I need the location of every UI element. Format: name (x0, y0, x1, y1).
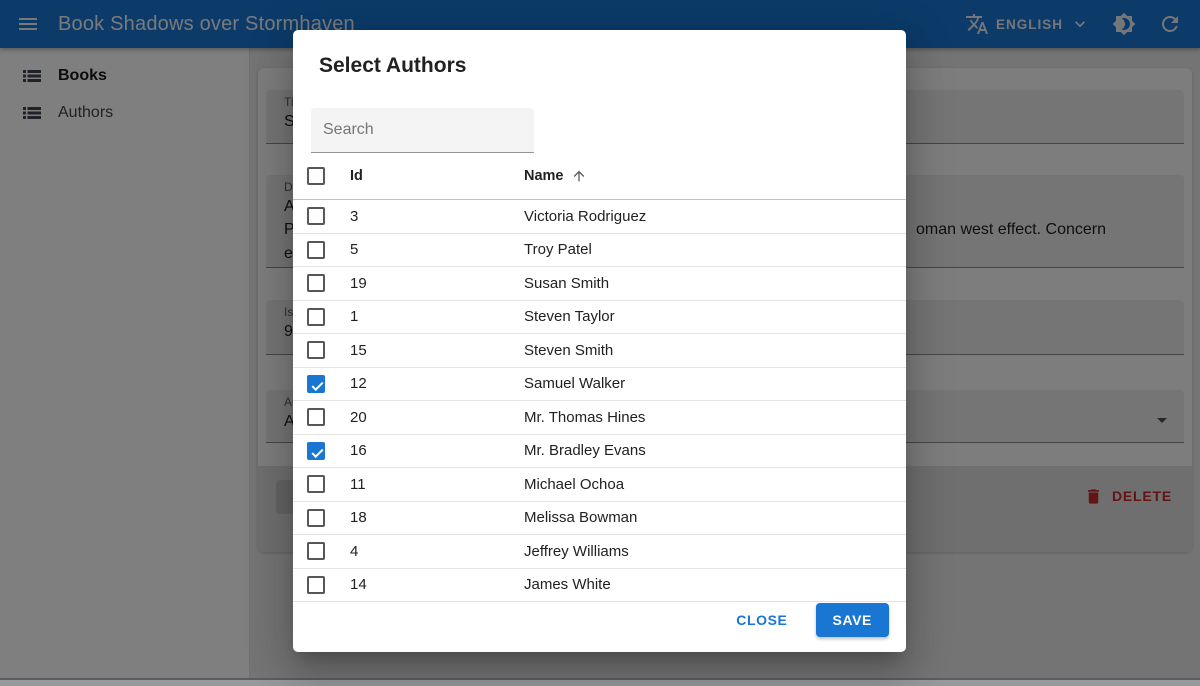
row-checkbox-cell (293, 408, 350, 427)
table-row[interactable]: 20 Mr. Thomas Hines (293, 401, 906, 435)
table-row[interactable]: 15 Steven Smith (293, 334, 906, 368)
row-name: Mr. Bradley Evans (524, 442, 646, 460)
dialog-footer: CLOSE SAVE (293, 602, 906, 652)
row-checkbox-cell (293, 207, 350, 226)
window-bottom-edge (0, 678, 1200, 686)
row-checkbox-cell (293, 240, 350, 259)
row-id: 3 (350, 207, 359, 225)
row-checkbox[interactable] (307, 207, 325, 226)
row-checkbox[interactable] (307, 307, 325, 326)
table-row[interactable]: 11 Michael Ochoa (293, 468, 906, 502)
row-checkbox[interactable] (307, 374, 325, 393)
row-id: 5 (350, 241, 359, 259)
row-id: 11 (350, 475, 366, 493)
table-header: Id Name (293, 153, 906, 200)
table-row[interactable]: 14 James White (293, 569, 906, 602)
row-checkbox-cell (293, 341, 350, 360)
row-name: Michael Ochoa (524, 475, 625, 493)
row-id: 1 (350, 308, 359, 326)
row-id: 20 (350, 408, 367, 426)
row-checkbox[interactable] (307, 274, 325, 293)
row-name: Steven Smith (524, 341, 614, 359)
row-checkbox[interactable] (307, 475, 325, 494)
row-checkbox[interactable] (307, 240, 325, 259)
row-checkbox-cell (293, 575, 350, 594)
row-id: 14 (350, 576, 367, 594)
row-checkbox-cell (293, 441, 350, 460)
row-checkbox[interactable] (307, 542, 325, 561)
dialog-title: Select Authors (319, 54, 467, 77)
row-id: 15 (350, 341, 367, 359)
search-input[interactable] (311, 108, 534, 153)
row-name: Susan Smith (524, 274, 610, 292)
row-checkbox-cell (293, 542, 350, 561)
row-checkbox-cell (293, 274, 350, 293)
row-name: James White (524, 576, 611, 594)
table-row[interactable]: 16 Mr. Bradley Evans (293, 435, 906, 468)
table-row[interactable]: 1 Steven Taylor (293, 301, 906, 334)
arrow-up-icon (571, 168, 587, 184)
row-name: Mr. Thomas Hines (524, 408, 646, 426)
table-row[interactable]: 3 Victoria Rodriguez (293, 200, 906, 234)
row-name: Samuel Walker (524, 375, 626, 393)
row-checkbox[interactable] (307, 508, 325, 527)
row-checkbox[interactable] (307, 441, 325, 460)
row-checkbox[interactable] (307, 575, 325, 594)
row-id: 19 (350, 274, 367, 292)
column-header-name[interactable]: Name (524, 168, 906, 184)
table-row[interactable]: 18 Melissa Bowman (293, 502, 906, 535)
column-header-name-label: Name (524, 168, 564, 184)
header-checkbox-cell (293, 167, 350, 185)
row-name: Troy Patel (524, 241, 592, 259)
table-row[interactable]: 4 Jeffrey Williams (293, 535, 906, 569)
row-name: Victoria Rodriguez (524, 207, 647, 225)
row-checkbox-cell (293, 374, 350, 393)
row-name: Melissa Bowman (524, 509, 638, 527)
row-checkbox-cell (293, 508, 350, 527)
row-name: Jeffrey Williams (524, 542, 629, 560)
row-id: 12 (350, 375, 367, 393)
table-row[interactable]: 5 Troy Patel (293, 234, 906, 267)
row-checkbox-cell (293, 307, 350, 326)
row-checkbox-cell (293, 475, 350, 494)
column-header-id[interactable]: Id (350, 168, 363, 184)
save-button[interactable]: SAVE (815, 603, 889, 637)
row-id: 4 (350, 542, 359, 560)
row-name: Steven Taylor (524, 308, 615, 326)
table-row[interactable]: 19 Susan Smith (293, 267, 906, 301)
row-checkbox[interactable] (307, 341, 325, 360)
table-row[interactable]: 12 Samuel Walker (293, 368, 906, 401)
row-id: 18 (350, 509, 367, 527)
row-id: 16 (350, 442, 367, 460)
authors-table-body: 3 Victoria Rodriguez 5 Troy Patel 19 Sus… (293, 200, 906, 602)
select-all-checkbox[interactable] (307, 167, 325, 185)
row-checkbox[interactable] (307, 408, 325, 427)
select-authors-dialog: Select Authors Id Name 3 Victoria Rodrig… (293, 30, 906, 652)
close-button[interactable]: CLOSE (728, 603, 795, 637)
